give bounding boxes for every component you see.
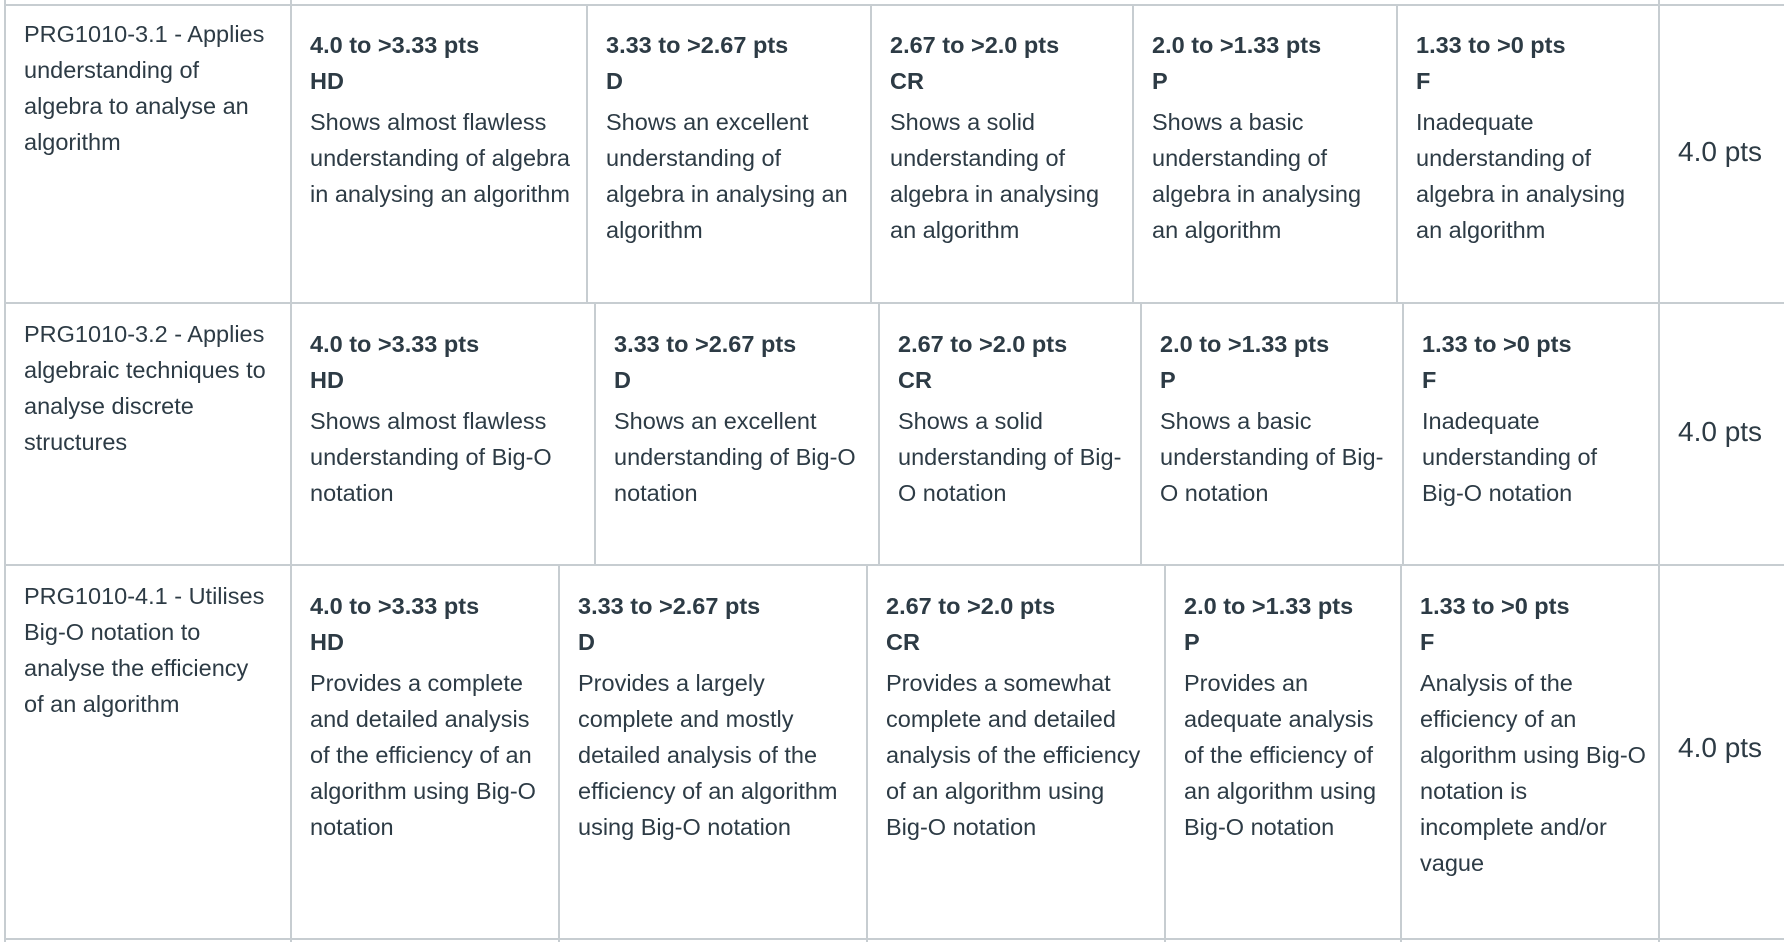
row-border xyxy=(4,302,1784,304)
rating-code: HD xyxy=(310,68,344,94)
rating-divider xyxy=(558,564,560,942)
rating-cell[interactable]: 2.67 to >2.0 pts CR Shows a solid unders… xyxy=(898,326,1128,511)
rating-code: D xyxy=(606,68,623,94)
rating-points: 4.0 to >3.33 pts xyxy=(310,593,480,619)
rating-code: P xyxy=(1152,68,1168,94)
criterion-points: 4.0 pts xyxy=(1678,136,1763,167)
rating-description: Shows a basic understanding of Big-O not… xyxy=(1160,408,1384,506)
table-left-border xyxy=(4,0,6,942)
rating-points: 2.0 to >1.33 pts xyxy=(1152,32,1322,58)
criterion-column-border xyxy=(290,0,292,942)
rating-points: 2.67 to >2.0 pts xyxy=(886,593,1056,619)
rating-divider xyxy=(866,564,868,942)
rating-points: 1.33 to >0 pts xyxy=(1416,32,1566,58)
rating-points: 4.0 to >3.33 pts xyxy=(310,331,480,357)
rating-description: Shows an excellent understanding of alge… xyxy=(606,109,848,243)
rating-divider xyxy=(586,4,588,302)
rating-points: 1.33 to >0 pts xyxy=(1420,593,1570,619)
rubric-table: PRG1010-3.1 - Applies understanding of a… xyxy=(4,0,1784,942)
rating-code: P xyxy=(1184,629,1200,655)
rating-cell[interactable]: 2.67 to >2.0 pts CR Shows a solid unders… xyxy=(890,27,1120,248)
points-column-border xyxy=(1658,0,1660,942)
rating-code: F xyxy=(1422,367,1437,393)
rating-description: Shows a solid understanding of algebra i… xyxy=(890,109,1100,243)
rating-divider xyxy=(1132,4,1134,302)
rating-cell[interactable]: 3.33 to >2.67 pts D Shows an excellent u… xyxy=(606,27,858,248)
criterion-points: 4.0 pts xyxy=(1678,416,1763,447)
row-border xyxy=(4,4,1784,6)
rating-description: Inadequate understanding of Big-O notati… xyxy=(1422,408,1598,506)
rating-divider xyxy=(594,302,596,564)
row-border xyxy=(4,564,1784,566)
rating-description: Provides a complete and detailed analysi… xyxy=(310,670,536,840)
rating-description: Provides a largely complete and mostly d… xyxy=(578,670,838,840)
rating-description: Shows a solid understanding of Big-O not… xyxy=(898,408,1122,506)
rating-cell[interactable]: 3.33 to >2.67 pts D Shows an excellent u… xyxy=(614,326,866,511)
rating-points: 2.0 to >1.33 pts xyxy=(1184,593,1354,619)
rating-cell[interactable]: 4.0 to >3.33 pts HD Shows almost flawles… xyxy=(310,27,572,212)
rating-divider xyxy=(1402,302,1404,564)
rating-description: Provides a somewhat complete and detaile… xyxy=(886,670,1141,840)
rating-code: F xyxy=(1420,629,1435,655)
rating-code: D xyxy=(614,367,631,393)
rating-description: Shows almost flawless understanding of B… xyxy=(310,408,552,506)
rating-description: Inadequate understanding of algebra in a… xyxy=(1416,109,1626,243)
criterion-description: PRG1010-4.1 - Utilises Big-O notation to… xyxy=(24,583,265,717)
rating-points: 2.0 to >1.33 pts xyxy=(1160,331,1330,357)
rating-divider xyxy=(1400,564,1402,942)
rating-divider xyxy=(870,4,872,302)
rating-cell[interactable]: 4.0 to >3.33 pts HD Provides a complete … xyxy=(310,588,544,845)
rating-code: CR xyxy=(898,367,932,393)
rating-points: 4.0 to >3.33 pts xyxy=(310,32,480,58)
rating-cell[interactable]: 3.33 to >2.67 pts D Provides a largely c… xyxy=(578,588,854,845)
rating-description: Shows a basic understanding of algebra i… xyxy=(1152,109,1362,243)
rating-cell[interactable]: 2.0 to >1.33 pts P Shows a basic underst… xyxy=(1160,326,1390,511)
criterion-description: PRG1010-3.1 - Applies understanding of a… xyxy=(24,21,265,155)
criterion-points: 4.0 pts xyxy=(1678,732,1763,763)
rating-points: 1.33 to >0 pts xyxy=(1422,331,1572,357)
rating-divider xyxy=(1396,4,1398,302)
rating-description: Shows almost flawless understanding of a… xyxy=(310,109,571,207)
rating-divider xyxy=(1164,564,1166,942)
rating-description: Shows an excellent understanding of Big-… xyxy=(614,408,856,506)
rating-cell[interactable]: 1.33 to >0 pts F Inadequate understandin… xyxy=(1422,326,1644,511)
rating-points: 2.67 to >2.0 pts xyxy=(890,32,1060,58)
rating-code: CR xyxy=(890,68,924,94)
rating-code: HD xyxy=(310,629,344,655)
row-border xyxy=(4,938,1784,940)
rating-cell[interactable]: 2.0 to >1.33 pts P Provides an adequate … xyxy=(1184,588,1388,845)
rating-points: 3.33 to >2.67 pts xyxy=(614,331,797,357)
rating-code: HD xyxy=(310,367,344,393)
rating-cell[interactable]: 1.33 to >0 pts F Inadequate understandin… xyxy=(1416,27,1644,248)
rating-cell[interactable]: 2.0 to >1.33 pts P Shows a basic underst… xyxy=(1152,27,1382,248)
rating-divider xyxy=(878,302,880,564)
rating-points: 3.33 to >2.67 pts xyxy=(606,32,789,58)
rating-points: 3.33 to >2.67 pts xyxy=(578,593,761,619)
rating-points: 2.67 to >2.0 pts xyxy=(898,331,1068,357)
rating-divider xyxy=(1140,302,1142,564)
rating-code: P xyxy=(1160,367,1176,393)
rating-cell[interactable]: 4.0 to >3.33 pts HD Shows almost flawles… xyxy=(310,326,580,511)
rating-description: Provides an adequate analysis of the eff… xyxy=(1184,670,1377,840)
rating-cell[interactable]: 2.67 to >2.0 pts CR Provides a somewhat … xyxy=(886,588,1152,845)
criterion-description: PRG1010-3.2 - Applies algebraic techniqu… xyxy=(24,321,266,455)
rating-code: CR xyxy=(886,629,920,655)
rating-description: Analysis of the efficiency of an algorit… xyxy=(1420,670,1646,876)
rating-code: F xyxy=(1416,68,1431,94)
rating-code: D xyxy=(578,629,595,655)
rating-cell[interactable]: 1.33 to >0 pts F Analysis of the efficie… xyxy=(1420,588,1646,881)
